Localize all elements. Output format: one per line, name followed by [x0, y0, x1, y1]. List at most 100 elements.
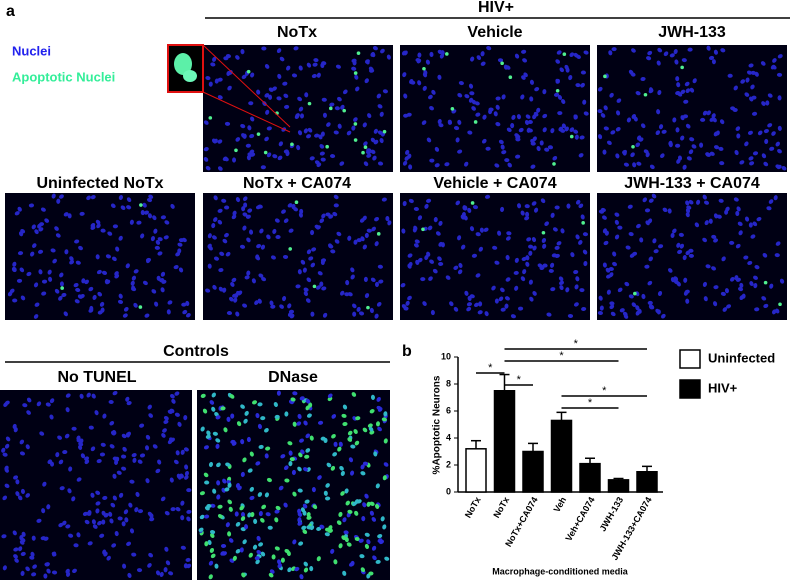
nucleus [161, 433, 166, 438]
nucleus [706, 45, 711, 51]
nucleus [603, 105, 608, 111]
nucleus [511, 114, 516, 120]
nucleus [248, 101, 254, 106]
nucleus [64, 433, 70, 439]
nucleus [476, 55, 482, 61]
nucleus [369, 510, 374, 516]
nucleus [777, 125, 782, 131]
nucleus [290, 397, 296, 402]
nucleus [564, 126, 569, 132]
nucleus [36, 401, 42, 407]
nucleus [65, 393, 71, 398]
nucleus [317, 271, 323, 276]
nucleus [40, 536, 46, 541]
nucleus [291, 469, 296, 476]
nucleus [177, 242, 183, 247]
nucleus [678, 232, 684, 237]
nucleus [334, 106, 340, 111]
nucleus [739, 282, 744, 289]
apoptotic-nucleus [307, 101, 312, 106]
nucleus [370, 51, 375, 57]
nucleus [735, 126, 741, 132]
nucleus [67, 488, 72, 494]
significance-star: * [517, 374, 522, 386]
nucleus [236, 290, 241, 296]
nucleus [246, 436, 251, 443]
nucleus [644, 264, 650, 269]
nucleus [117, 516, 123, 521]
nucleus [494, 163, 500, 168]
nucleus [408, 261, 413, 267]
nucleus [524, 204, 530, 209]
nucleus [58, 522, 64, 528]
nucleus [305, 298, 311, 303]
nucleus [769, 146, 775, 151]
nucleus [319, 144, 325, 149]
nucleus [363, 276, 368, 282]
nucleus [340, 491, 345, 496]
apoptotic-nucleus [633, 291, 637, 296]
nucleus [272, 154, 278, 159]
nucleus [91, 393, 96, 399]
nucleus [582, 232, 589, 237]
nucleus [554, 205, 560, 210]
nucleus [514, 53, 520, 59]
nucleus [326, 462, 332, 468]
nucleus [342, 404, 348, 410]
nucleus [583, 260, 588, 267]
nucleus [285, 150, 290, 157]
nucleus [137, 509, 144, 514]
nucleus [610, 130, 616, 135]
nucleus [310, 262, 316, 268]
nucleus [776, 164, 782, 170]
nucleus [265, 512, 271, 517]
nucleus [781, 166, 787, 171]
nucleus [154, 245, 160, 250]
nucleus [338, 511, 343, 518]
nucleus [297, 269, 302, 275]
nucleus [437, 256, 442, 261]
nucleus [623, 162, 629, 167]
nucleus [181, 302, 187, 307]
nucleus [252, 544, 258, 550]
nucleus [672, 228, 677, 234]
nucleus [320, 436, 326, 441]
nucleus [306, 134, 312, 139]
nucleus [17, 495, 23, 501]
nucleus [685, 123, 691, 129]
nucleus [316, 556, 321, 562]
nucleus [497, 58, 504, 63]
nucleus [339, 465, 344, 471]
column-header: Uninfected NoTx [36, 175, 163, 192]
nucleus [170, 203, 175, 209]
nucleus [302, 529, 308, 535]
nucleus [215, 443, 220, 449]
nucleus [735, 210, 740, 217]
nucleus [676, 242, 681, 248]
nucleus [5, 436, 11, 442]
nucleus [336, 520, 342, 526]
nucleus [724, 209, 729, 215]
apoptotic-nucleus [541, 230, 546, 235]
nucleus [377, 161, 384, 166]
nucleus [560, 228, 565, 234]
nucleus [524, 119, 530, 126]
nucleus [711, 113, 716, 119]
nucleus [680, 89, 686, 95]
nucleus [122, 563, 127, 569]
nucleus [537, 263, 543, 268]
y-tick-label: 6 [446, 405, 451, 415]
nucleus [120, 205, 126, 210]
nucleus [748, 63, 754, 68]
inset-cell [183, 70, 197, 82]
nucleus [59, 194, 64, 199]
bar [607, 479, 630, 493]
nucleus [249, 495, 255, 501]
x-tick-label: Veh [552, 495, 569, 514]
nucleus [677, 92, 683, 97]
nucleus [739, 295, 744, 301]
nucleus [297, 130, 303, 136]
nucleus [567, 313, 574, 318]
nucleus [480, 51, 485, 57]
nucleus [525, 255, 530, 261]
